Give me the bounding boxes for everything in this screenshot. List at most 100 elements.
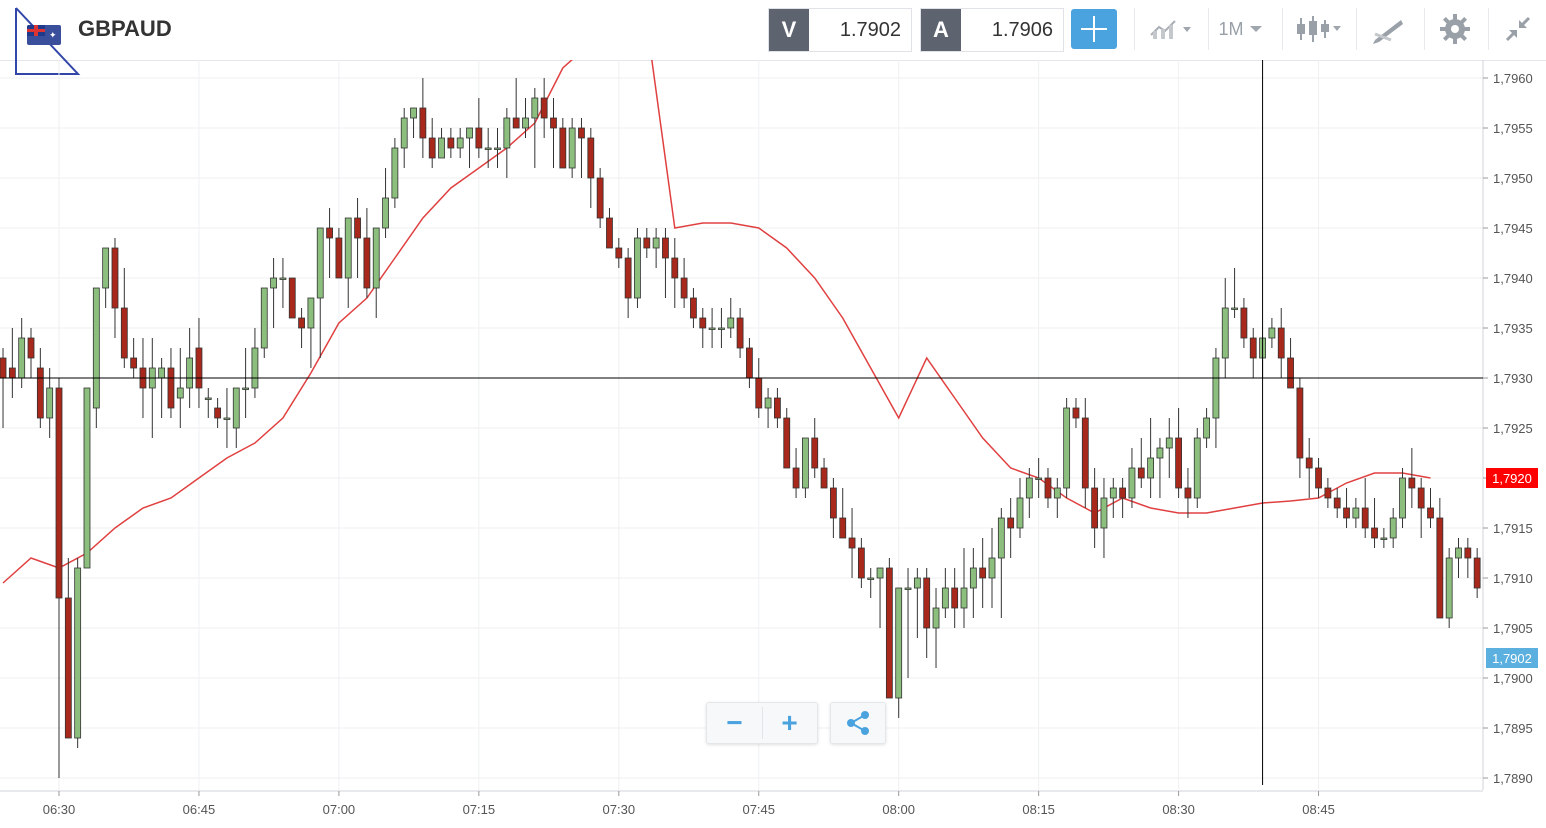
candle-body [447,137,455,149]
candle [951,568,959,628]
candle-body [1175,437,1182,489]
candle-body [288,277,296,319]
candle-body [1044,477,1052,499]
candle-body [540,97,548,119]
candle-body [746,347,753,379]
candles-layer [0,78,1481,778]
candle [288,277,296,319]
candle [904,568,912,678]
candle [316,227,324,358]
candle-body [764,397,772,409]
drawing-tools-button[interactable] [1356,8,1421,50]
y-tick-label: 1,7905 [1493,621,1533,636]
ask-value: 1.7906 [991,19,1053,41]
share-button[interactable] [830,702,886,744]
candle [988,528,996,608]
x-tick-label: 07:45 [742,802,775,817]
candle-body [18,337,26,379]
candle-body [102,247,110,289]
candle-body [1091,487,1099,529]
candles-button[interactable] [1282,8,1353,50]
candle-body [503,117,511,149]
candle [83,387,91,569]
candle [326,208,333,278]
candle-body [857,547,865,579]
candle [624,248,632,318]
zoom-out-button[interactable]: − [708,707,763,739]
candle [1455,538,1462,578]
candle [839,488,847,539]
candle [494,128,501,168]
candle-body [186,357,194,389]
ask-box[interactable]: A 1.7906 [920,8,1064,52]
candle [354,198,361,278]
candle [1464,538,1472,578]
price-chart[interactable]: 06:30 06:45 07:00 07:15 07:30 07:45 08:00 08:15… [0,60,1546,828]
candle [1165,418,1173,478]
candle-body [727,317,735,329]
timeframe-dropdown[interactable]: 1M [1208,8,1273,50]
candle-body [214,407,222,419]
candle [1193,428,1201,508]
zoom-in-button[interactable]: + [781,707,798,738]
x-tick-label: 07:00 [323,802,356,817]
candle [969,548,977,618]
candle [550,98,557,168]
ask-label: A [921,9,961,51]
candle-body [1352,507,1360,519]
candle-body [1445,557,1453,619]
candle-body [363,237,371,289]
candle-body [1473,557,1481,589]
candle-body [1455,547,1462,559]
candle [764,388,772,428]
candle-body [718,327,725,330]
candle [27,328,35,378]
chart-type-button[interactable] [1134,8,1205,50]
candle [662,228,669,298]
candle [1305,438,1313,498]
candle [167,348,175,418]
candle [1408,448,1416,508]
settings-button[interactable] [1424,8,1485,50]
candle [1147,418,1155,498]
candle [503,108,511,178]
instrument-badge[interactable]: ✦ [14,6,82,76]
candle [1436,498,1444,619]
candle-body [83,387,91,569]
candle-body [242,387,250,390]
candle [960,548,968,628]
candle [1352,498,1360,528]
candle [1427,488,1434,528]
candle-body [643,237,651,249]
candle [1035,458,1043,498]
candle-body [1371,527,1378,539]
candle-body [298,317,305,329]
candle-body [1137,467,1145,479]
candle [1128,448,1136,508]
candle-body [690,297,697,319]
candle [1072,398,1080,428]
candle [260,287,268,358]
candle-body [615,247,623,259]
candle-body [111,247,119,309]
candle-body [699,317,707,329]
candle-body [1081,417,1089,489]
moving-average-line [2,60,1431,584]
candle [344,217,352,308]
crosshair-button[interactable] [1071,9,1117,49]
candle-body [774,397,781,419]
candle-body [428,137,436,159]
candle-body [64,597,72,739]
candle-body [662,237,669,259]
candle-body [232,387,240,429]
candle [1389,508,1397,548]
candle [1016,478,1024,538]
candle [382,168,389,238]
candle [158,358,166,418]
bid-box[interactable]: V 1.7902 [768,8,912,52]
collapse-button[interactable] [1488,8,1546,50]
candle [298,308,305,348]
candle-body [1193,437,1201,499]
candle [643,228,651,258]
candle [885,558,893,699]
